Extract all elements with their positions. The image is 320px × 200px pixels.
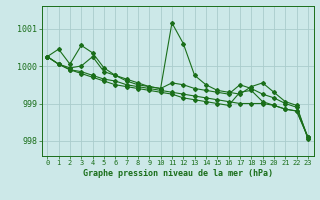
X-axis label: Graphe pression niveau de la mer (hPa): Graphe pression niveau de la mer (hPa) (83, 169, 273, 178)
